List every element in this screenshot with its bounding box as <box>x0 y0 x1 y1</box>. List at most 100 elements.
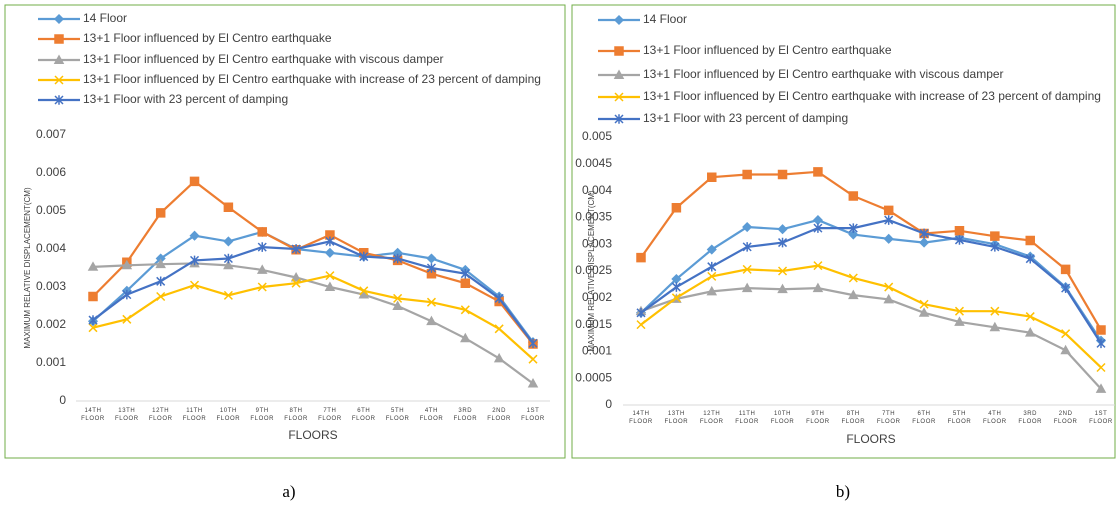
data-point <box>1061 329 1071 339</box>
x-tick-label: 6TH FLOOR <box>912 411 936 425</box>
legend-label: 13+1 Floor with 23 percent of damping <box>643 111 848 125</box>
legend-marker <box>53 13 65 25</box>
data-point <box>636 320 646 330</box>
data-point <box>954 235 964 245</box>
data-point <box>1096 362 1106 373</box>
data-point <box>460 332 471 343</box>
series-line <box>92 179 534 345</box>
x-tick-label: 5TH FLOOR <box>947 411 972 425</box>
data-point <box>990 306 1000 316</box>
legend-label: 13+1 Floor influenced by El Centro earth… <box>643 89 1101 103</box>
data-point <box>813 167 823 177</box>
data-point <box>358 289 370 299</box>
data-point <box>742 242 752 252</box>
data-point <box>493 352 505 363</box>
y-axis-title: MAXIMUM RELATIVE DISPLACEMENT(CM) <box>587 190 596 352</box>
data-point <box>528 354 538 364</box>
series-line <box>92 274 534 361</box>
data-point <box>1025 253 1035 264</box>
data-point <box>291 278 301 288</box>
data-point <box>460 305 470 315</box>
data-point <box>121 259 133 270</box>
legend-label: 13+1 Floor with 23 percent of damping <box>83 92 288 106</box>
data-point <box>257 242 267 252</box>
data-point <box>189 230 200 241</box>
data-point <box>156 276 166 287</box>
y-tick-label: 0.006 <box>36 165 66 179</box>
x-tick-label: 1ST FLOOR <box>1089 411 1113 425</box>
x-tick-label: 10TH FLOOR <box>770 411 795 425</box>
caption: a) <box>282 482 295 501</box>
data-point <box>527 377 539 388</box>
x-tick-label: 13TH FLOOR <box>115 408 139 422</box>
x-tick-label: 4TH FLOOR <box>982 411 1007 425</box>
data-point <box>848 229 859 240</box>
data-point <box>777 283 788 294</box>
data-point <box>954 226 965 236</box>
data-point <box>1096 338 1106 349</box>
data-point <box>325 271 335 281</box>
series-line <box>640 170 1102 331</box>
data-point <box>88 315 98 325</box>
data-point <box>777 169 788 180</box>
data-point <box>671 282 681 292</box>
data-point <box>393 293 403 303</box>
legend-marker <box>614 114 624 124</box>
data-point <box>190 255 200 266</box>
data-point <box>742 221 753 233</box>
data-point <box>494 324 504 334</box>
data-point <box>919 237 930 248</box>
x-tick-label: 14TH FLOOR <box>81 408 105 422</box>
y-tick-label: 0 <box>59 393 66 407</box>
legend-label: 13+1 Floor influenced by El Centro earth… <box>643 43 892 57</box>
x-tick-label: 12TH FLOOR <box>148 408 173 422</box>
series-line <box>640 264 1102 369</box>
data-point <box>223 236 234 247</box>
data-point <box>393 253 403 264</box>
data-point <box>256 264 268 274</box>
data-point <box>919 228 929 239</box>
y-axis-title: MAXIMUM RELATIVE DISPLACEMENT(CM) <box>23 187 32 349</box>
data-point <box>813 261 823 271</box>
data-point <box>777 224 788 235</box>
data-point <box>291 244 301 254</box>
data-point <box>156 291 166 302</box>
x-tick-label: 2ND FLOOR <box>1053 411 1078 425</box>
data-point <box>426 253 437 264</box>
data-point <box>636 308 646 318</box>
legend-marker <box>614 92 624 102</box>
x-tick-label: 11TH FLOOR <box>735 411 759 425</box>
data-point <box>359 286 369 296</box>
legend-marker <box>613 69 625 79</box>
data-point <box>707 172 717 182</box>
data-point <box>742 264 752 274</box>
chart-frame <box>4 4 566 459</box>
data-point <box>1025 235 1035 246</box>
x-tick-label: 3RD FLOOR <box>453 408 478 422</box>
data-point <box>919 299 929 309</box>
data-point <box>883 293 894 304</box>
x-tick-label: 7TH FLOOR <box>876 411 901 425</box>
data-point <box>989 321 1001 332</box>
data-point <box>990 242 1000 252</box>
data-point <box>883 233 894 244</box>
x-tick-label: 5TH FLOOR <box>385 408 410 422</box>
data-point <box>122 289 132 300</box>
data-point <box>1095 383 1107 393</box>
data-point <box>460 268 470 279</box>
legend-label: 14 Floor <box>83 11 127 25</box>
y-tick-label: 0.005 <box>36 203 66 217</box>
data-point <box>88 323 98 333</box>
y-tick-label: 0.003 <box>36 279 66 293</box>
y-tick-label: 0.0005 <box>575 370 612 384</box>
x-axis-title: FLOORS <box>288 428 337 442</box>
data-point <box>325 230 335 240</box>
data-point <box>324 247 335 258</box>
x-tick-label: 10TH FLOOR <box>216 408 241 422</box>
data-point <box>706 244 717 255</box>
x-tick-label: 8TH FLOOR <box>284 408 308 422</box>
x-tick-label: 7TH FLOOR <box>318 408 342 422</box>
data-point <box>1025 312 1035 322</box>
legend-marker <box>54 34 64 44</box>
